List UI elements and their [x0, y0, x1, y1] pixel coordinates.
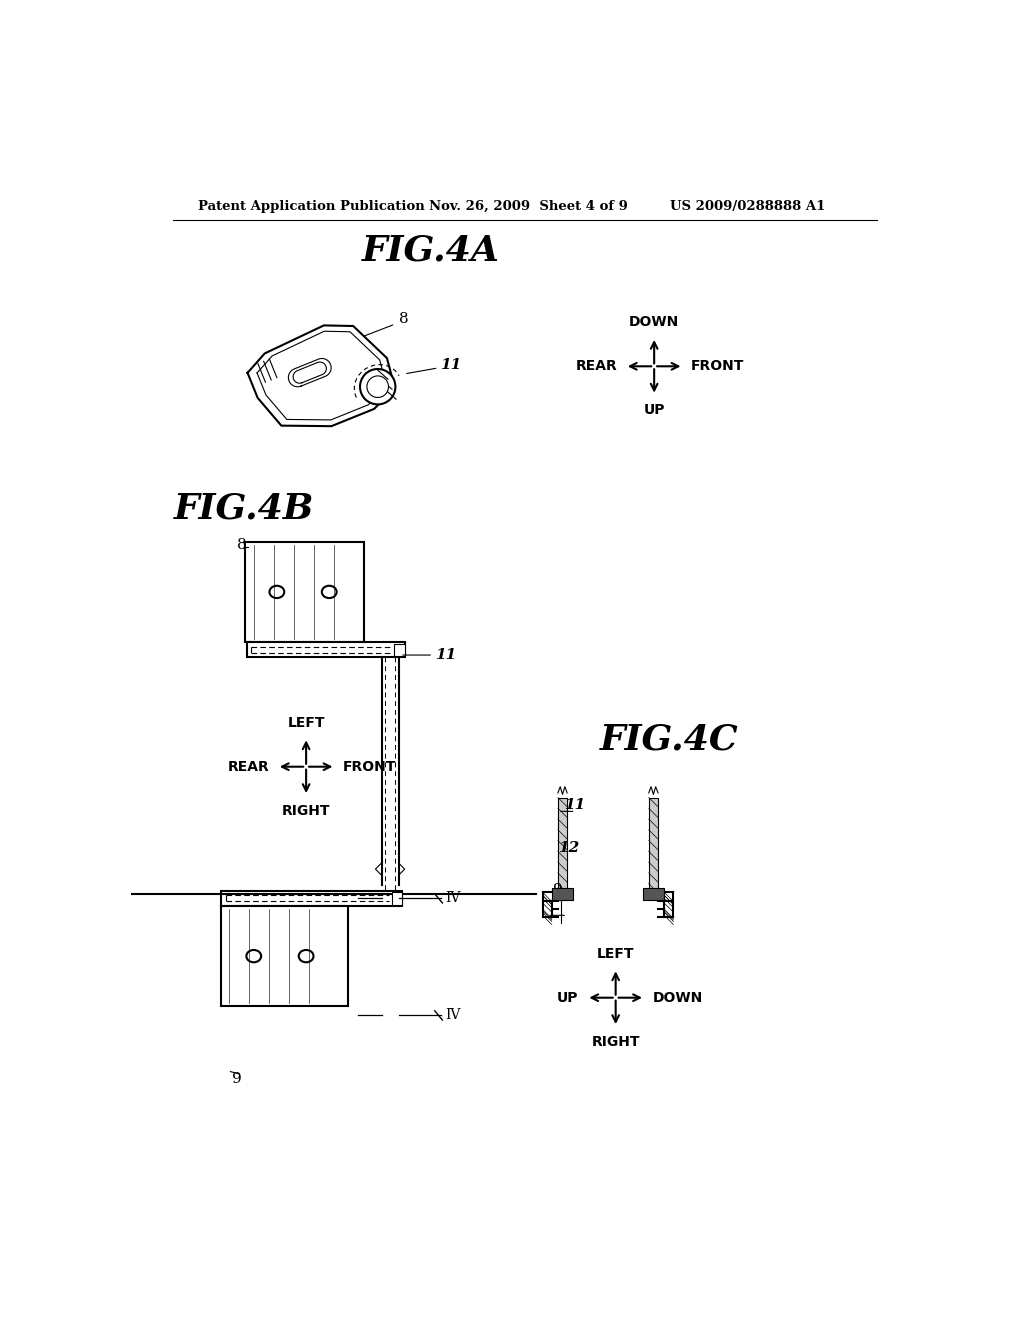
Text: FIG.4A: FIG.4A: [361, 234, 500, 268]
Text: REAR: REAR: [575, 359, 617, 374]
Bar: [391, 892, 402, 904]
Bar: [221, 906, 348, 1006]
Text: 8: 8: [398, 312, 409, 326]
Circle shape: [367, 376, 388, 397]
Bar: [643, 887, 665, 900]
Text: LEFT: LEFT: [288, 715, 325, 730]
Text: LEFT: LEFT: [597, 946, 635, 961]
Text: 11: 11: [564, 799, 586, 812]
Text: RIGHT: RIGHT: [592, 1035, 640, 1048]
Text: 11: 11: [435, 648, 456, 663]
Text: FIG.4B: FIG.4B: [174, 492, 314, 525]
Polygon shape: [248, 326, 395, 426]
Text: FRONT: FRONT: [343, 760, 396, 774]
Text: Nov. 26, 2009  Sheet 4 of 9: Nov. 26, 2009 Sheet 4 of 9: [429, 199, 628, 213]
Text: REAR: REAR: [227, 760, 269, 774]
Bar: [558, 797, 567, 894]
Text: IV: IV: [445, 891, 461, 906]
Circle shape: [360, 370, 395, 404]
Text: UP: UP: [557, 991, 579, 1005]
Bar: [552, 887, 573, 900]
Bar: [394, 644, 404, 656]
Text: Patent Application Publication: Patent Application Publication: [199, 199, 425, 213]
Text: RIGHT: RIGHT: [282, 804, 331, 817]
Text: 11: 11: [440, 358, 462, 372]
Polygon shape: [289, 359, 331, 387]
Text: 9: 9: [232, 1072, 242, 1085]
Text: DOWN: DOWN: [629, 315, 679, 330]
Bar: [247, 642, 404, 657]
Text: FIG.4C: FIG.4C: [600, 723, 739, 756]
Text: UP: UP: [643, 404, 665, 417]
Text: IV: IV: [445, 1008, 461, 1023]
Text: FRONT: FRONT: [691, 359, 744, 374]
Text: DOWN: DOWN: [652, 991, 702, 1005]
Text: 9: 9: [553, 883, 563, 896]
Text: 8: 8: [237, 539, 247, 552]
Bar: [245, 543, 364, 642]
Bar: [221, 891, 402, 906]
Bar: [649, 797, 658, 894]
Text: 12: 12: [558, 841, 580, 854]
Text: US 2009/0288888 A1: US 2009/0288888 A1: [670, 199, 825, 213]
